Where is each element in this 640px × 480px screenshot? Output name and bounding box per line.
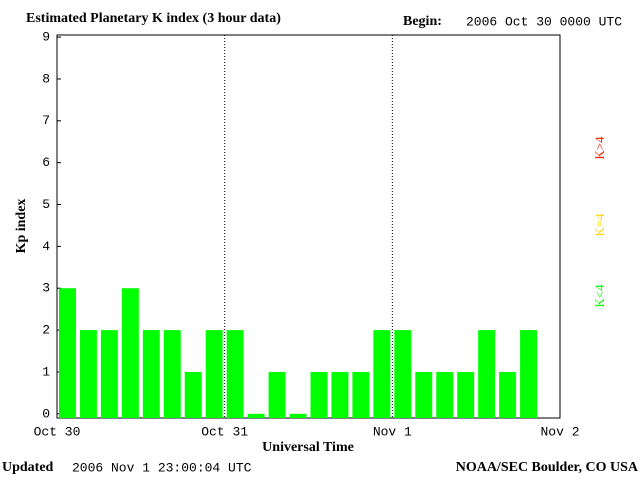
bar bbox=[59, 288, 76, 418]
y-tick-label: 4 bbox=[42, 239, 50, 254]
bar bbox=[289, 413, 307, 418]
bar bbox=[478, 330, 496, 418]
bar bbox=[163, 330, 181, 418]
y-axis-title: Kp index bbox=[14, 199, 29, 254]
y-tick-label: 0 bbox=[42, 406, 50, 421]
legend-entry: K=4 bbox=[592, 213, 607, 237]
begin-value: 2006 Oct 30 0000 UTC bbox=[466, 14, 622, 29]
updated-value: 2006 Nov 1 23:00:04 UTC bbox=[72, 460, 252, 475]
bar bbox=[415, 371, 433, 418]
bar bbox=[226, 330, 244, 418]
bar bbox=[184, 371, 202, 418]
bar bbox=[205, 330, 223, 418]
updated-label: Updated bbox=[2, 460, 54, 475]
bar bbox=[373, 330, 391, 418]
bar bbox=[268, 371, 286, 418]
bar bbox=[394, 330, 412, 418]
y-tick-label: 1 bbox=[42, 364, 50, 379]
bar bbox=[121, 288, 139, 418]
bar bbox=[499, 371, 517, 418]
source: NOAA/SEC Boulder, CO USA bbox=[456, 460, 639, 475]
x-tick-label: Nov 1 bbox=[373, 424, 412, 439]
bar bbox=[100, 330, 118, 418]
begin-label: Begin: bbox=[403, 14, 442, 29]
y-tick-label: 8 bbox=[42, 71, 50, 86]
x-axis-title: Universal Time bbox=[262, 440, 354, 455]
bar bbox=[436, 371, 454, 418]
y-tick-label: 6 bbox=[42, 155, 50, 170]
bar bbox=[79, 330, 97, 418]
bar bbox=[247, 413, 265, 418]
y-tick-label: 7 bbox=[42, 113, 50, 128]
bar bbox=[142, 330, 160, 418]
bar bbox=[331, 371, 349, 418]
bar bbox=[352, 371, 370, 418]
y-tick-label: 5 bbox=[42, 197, 50, 212]
bar bbox=[457, 371, 475, 418]
y-tick-label: 9 bbox=[42, 30, 50, 45]
bar bbox=[310, 371, 328, 418]
legend-entry: K>4 bbox=[592, 136, 607, 160]
x-tick-label: Nov 2 bbox=[540, 424, 579, 439]
y-tick-label: 2 bbox=[42, 323, 50, 338]
bar bbox=[520, 330, 538, 418]
y-tick-label: 3 bbox=[42, 281, 50, 296]
x-tick-label: Oct 30 bbox=[34, 424, 81, 439]
plot-frame bbox=[56, 34, 561, 419]
chart-title: Estimated Planetary K index (3 hour data… bbox=[26, 11, 281, 26]
legend-entry: K<4 bbox=[592, 284, 607, 308]
x-tick-label: Oct 31 bbox=[201, 424, 248, 439]
